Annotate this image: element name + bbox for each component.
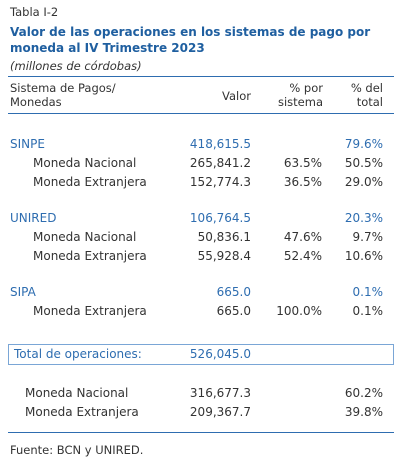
subtitle: (millones de córdobas) xyxy=(10,59,142,73)
value: 106,764.5 xyxy=(189,211,251,225)
percent-total: 9.7% xyxy=(352,230,384,244)
percent-system: 47.6% xyxy=(283,230,322,244)
total-label: Total de operaciones: xyxy=(14,347,142,361)
total-value: 526,045.0 xyxy=(189,347,251,361)
value: 316,677.3 xyxy=(189,386,251,400)
value: 55,928.4 xyxy=(197,249,251,263)
column-header: % del total xyxy=(350,81,383,109)
value: 418,615.5 xyxy=(189,137,251,151)
column-header: Sistema de Pagos/ Monedas xyxy=(10,81,116,109)
column-header: Valor xyxy=(222,89,251,103)
percent-total: 20.3% xyxy=(344,211,383,225)
percent-total: 10.6% xyxy=(344,249,383,263)
title: Valor de las operaciones en los sistemas… xyxy=(10,25,371,55)
percent-total: 29.0% xyxy=(344,175,383,189)
percent-total: 0.1% xyxy=(352,285,384,299)
row-label: Moneda Extranjera xyxy=(33,249,147,263)
percent-total: 79.6% xyxy=(344,137,383,151)
row-label: SIPA xyxy=(10,285,36,299)
value: 665.0 xyxy=(216,285,251,299)
percent-total: 50.5% xyxy=(344,156,383,170)
percent-total: 0.1% xyxy=(352,304,384,318)
percent-system: 63.5% xyxy=(283,156,322,170)
percent-system: 52.4% xyxy=(283,249,322,263)
row-label: Moneda Nacional xyxy=(33,230,137,244)
rule xyxy=(8,432,394,433)
row-label: Moneda Nacional xyxy=(25,386,129,400)
percent-total: 39.8% xyxy=(344,405,383,419)
rule xyxy=(8,113,394,114)
value: 152,774.3 xyxy=(189,175,251,189)
row-label: Moneda Extranjera xyxy=(25,405,139,419)
table-label: Tabla I-2 xyxy=(10,5,59,19)
source: Fuente: BCN y UNIRED. xyxy=(10,443,144,457)
total-box xyxy=(8,344,394,365)
column-header: % por sistema xyxy=(277,81,323,109)
row-label: Moneda Nacional xyxy=(33,156,137,170)
percent-system: 36.5% xyxy=(283,175,322,189)
value: 665.0 xyxy=(216,304,251,318)
percent-system: 100.0% xyxy=(276,304,322,318)
rule xyxy=(8,76,394,77)
percent-total: 60.2% xyxy=(344,386,383,400)
value: 209,367.7 xyxy=(189,405,251,419)
row-label: Moneda Extranjera xyxy=(33,175,147,189)
row-label: SINPE xyxy=(10,137,45,151)
row-label: UNIRED xyxy=(10,211,57,225)
row-label: Moneda Extranjera xyxy=(33,304,147,318)
value: 265,841.2 xyxy=(189,156,251,170)
value: 50,836.1 xyxy=(197,230,251,244)
